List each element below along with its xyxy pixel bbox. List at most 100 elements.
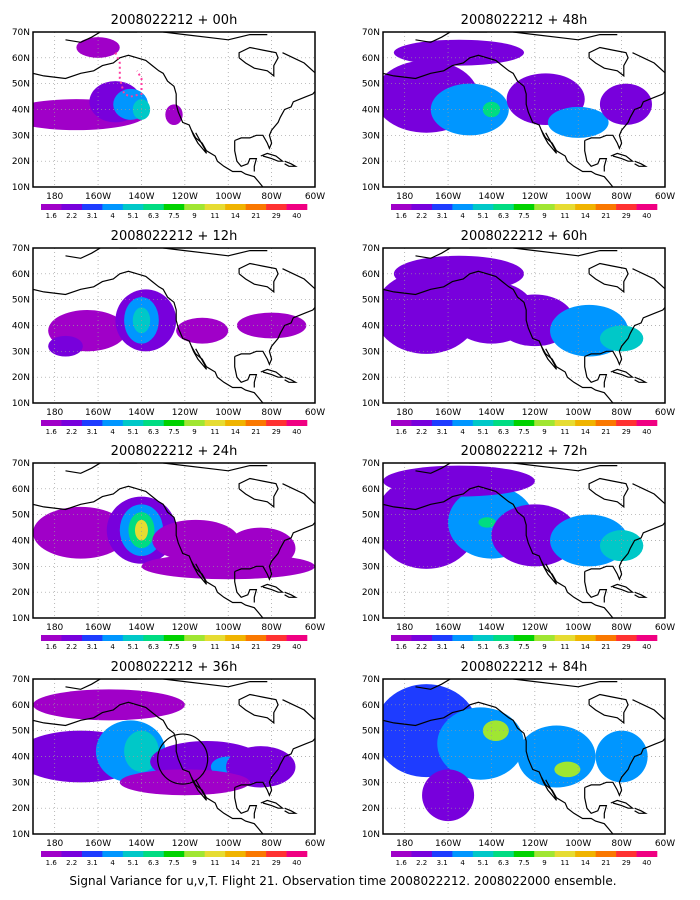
colorbar-label: 14: [231, 212, 240, 220]
colorbar-label: 14: [581, 428, 590, 436]
colorbar-label: 4: [460, 212, 465, 220]
colorbar-label: 1.6: [396, 212, 408, 220]
lat-tick-label: 70N: [362, 675, 380, 685]
lat-tick-label: 60N: [12, 270, 30, 280]
lon-tick-label: 100W: [215, 408, 241, 418]
lat-tick-label: 10N: [362, 399, 380, 409]
lon-tick-label: 160W: [85, 839, 111, 849]
colorbar-label: 5.1: [478, 859, 489, 867]
colorbar-swatch: [225, 420, 246, 426]
lat-tick-label: 20N: [12, 157, 30, 167]
colorbar-label: 5.1: [478, 428, 489, 436]
map-body: [383, 463, 665, 618]
lat-tick-label: 60N: [12, 701, 30, 711]
coastline: [610, 583, 635, 593]
coastline: [282, 52, 315, 74]
coastline: [584, 356, 608, 388]
colorbar-swatch: [431, 635, 453, 641]
colorbar-label: 3.1: [437, 428, 448, 436]
colorbar-label: 11: [560, 643, 569, 651]
colorbar-swatch: [411, 851, 433, 857]
coastline: [33, 54, 264, 187]
colorbar-label: 3.1: [437, 859, 448, 867]
coastline: [260, 583, 285, 593]
lat-tick-label: 40N: [362, 106, 380, 116]
colorbar-swatch: [41, 851, 62, 857]
colorbar-swatch: [286, 851, 308, 857]
coastline: [282, 483, 315, 505]
flight-track: [114, 52, 143, 98]
colorbar: 1.6 2.2 3.1 4 5.1 6.3 7.5 9 11 14 21 29 40: [41, 420, 308, 436]
colorbar-swatch: [245, 635, 267, 641]
colorbar-swatch: [391, 420, 412, 426]
colorbar-swatch: [225, 851, 246, 857]
colorbar-label: 9: [542, 212, 546, 220]
lon-tick-label: 80W: [611, 408, 631, 418]
colorbar-swatch: [102, 635, 124, 641]
lat-tick-label: 20N: [12, 373, 30, 383]
coastline: [632, 268, 665, 290]
variance-shading: [152, 519, 240, 562]
variance-shading: [437, 707, 524, 780]
colorbar-swatch: [61, 635, 83, 641]
lon-tick-label: 140W: [128, 192, 154, 202]
variance-shading: [595, 730, 648, 783]
colorbar-swatch: [595, 851, 617, 857]
map-body: [383, 679, 665, 834]
colorbar-swatch: [391, 204, 412, 210]
variance-shading: [599, 530, 644, 562]
coastline: [584, 140, 608, 172]
coastline: [415, 32, 488, 43]
colorbar-label: 2.2: [66, 428, 77, 436]
map-frame: [32, 678, 316, 835]
colorbar-label: 1.6: [46, 643, 58, 651]
coastline: [383, 270, 614, 403]
colorbar-label: 21: [251, 428, 260, 436]
colorbar-swatch: [554, 851, 576, 857]
colorbar-label: 6.3: [148, 212, 159, 220]
lat-tick-label: 70N: [12, 459, 30, 469]
colorbar-swatch: [266, 635, 287, 641]
colorbar-label: 11: [210, 859, 219, 867]
lon-tick-label: 160W: [435, 623, 461, 633]
colorbar-label: 11: [210, 428, 219, 436]
colorbar-swatch: [184, 204, 205, 210]
colorbar-label: 7.5: [168, 428, 179, 436]
lat-tick-label: 40N: [12, 753, 30, 763]
colorbar-swatch: [534, 420, 555, 426]
lon-tick-label: 120W: [522, 839, 548, 849]
colorbar-swatch: [204, 420, 226, 426]
variance-shading: [393, 39, 524, 66]
coastline: [284, 591, 298, 598]
map-panel-24h: 2008022212 + 24h 70N 60N 50N 40N 30N 20N 10N 180…: [12, 444, 325, 651]
colorbar-swatch: [391, 635, 412, 641]
variance-shading: [547, 106, 609, 138]
colorbar-swatch: [493, 635, 515, 641]
coastline: [33, 270, 264, 403]
colorbar-swatch: [102, 420, 124, 426]
colorbar-swatch: [81, 635, 103, 641]
coastline: [584, 787, 608, 819]
coastline: [163, 248, 268, 257]
colorbar-swatch: [184, 635, 205, 641]
colorbar-label: 11: [210, 643, 219, 651]
colorbar-label: 14: [231, 643, 240, 651]
coastline: [238, 262, 279, 294]
colorbar-swatch: [595, 204, 617, 210]
colorbar-swatch: [122, 635, 144, 641]
coastline: [584, 737, 665, 797]
colorbar-swatch: [431, 204, 453, 210]
coastline: [383, 54, 614, 187]
lat-tick-label: 60N: [362, 701, 380, 711]
colorbar-swatch: [595, 420, 617, 426]
coastline: [540, 560, 558, 585]
colorbar-label: 14: [231, 428, 240, 436]
variance-shading: [236, 312, 307, 339]
coastline: [65, 248, 138, 259]
coastline: [65, 679, 138, 690]
lon-tick-label: 160W: [435, 192, 461, 202]
lon-tick-label: 80W: [261, 192, 281, 202]
map-body: [33, 248, 315, 403]
coastline: [632, 483, 665, 505]
colorbar-swatch: [472, 420, 494, 426]
